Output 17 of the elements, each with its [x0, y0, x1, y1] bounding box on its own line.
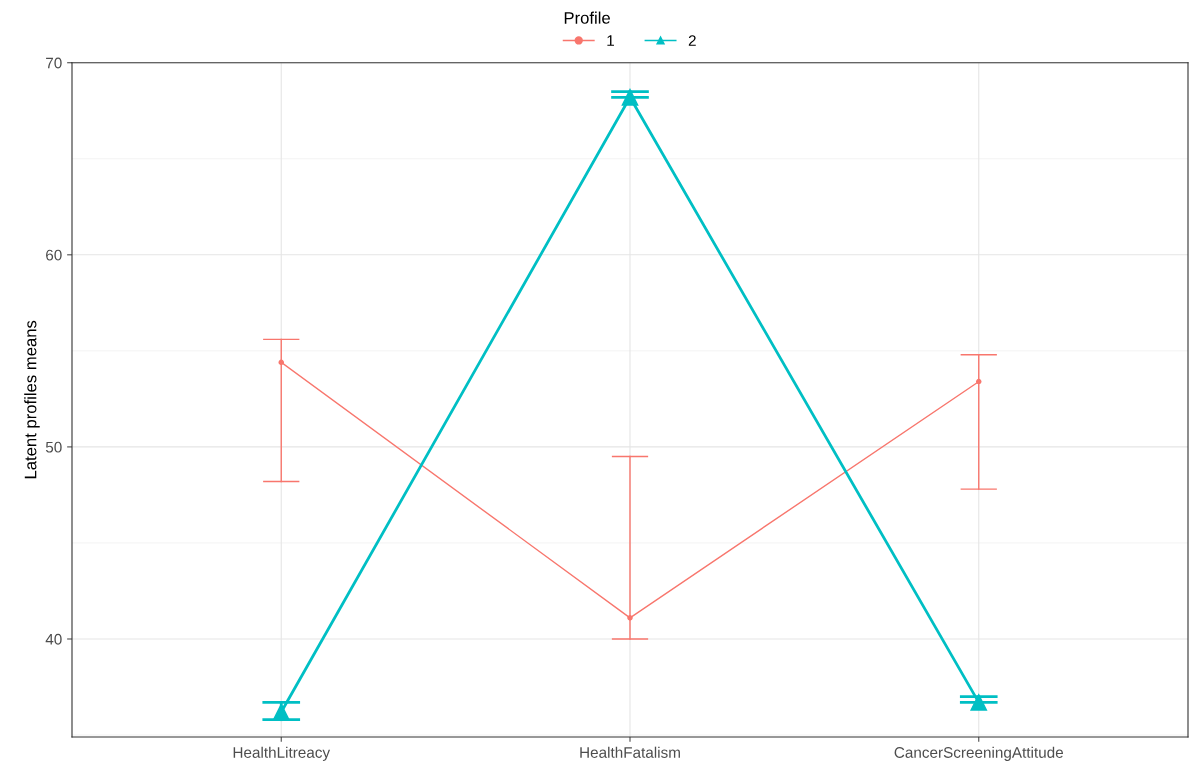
legend-title: Profile	[564, 11, 610, 24]
legend-label: 1	[607, 35, 614, 46]
y-tick-label: 50	[45, 441, 62, 453]
point	[278, 359, 285, 366]
x-tick-label: HealthLitreacy	[233, 746, 331, 761]
point	[627, 615, 633, 621]
y-axis-title: Latent profiles means	[24, 320, 40, 479]
point	[970, 694, 988, 711]
point	[272, 703, 290, 721]
x-tick-label: CancerScreeningAttitude	[894, 746, 1063, 761]
point	[621, 88, 639, 106]
point	[975, 378, 982, 385]
x-tick-label: HealthFatalism	[580, 746, 680, 758]
y-tick-label: 40	[45, 633, 62, 645]
y-tick-label: 70	[46, 57, 62, 69]
legend-label: 2	[688, 35, 696, 46]
y-tick-label: 60	[46, 249, 62, 261]
